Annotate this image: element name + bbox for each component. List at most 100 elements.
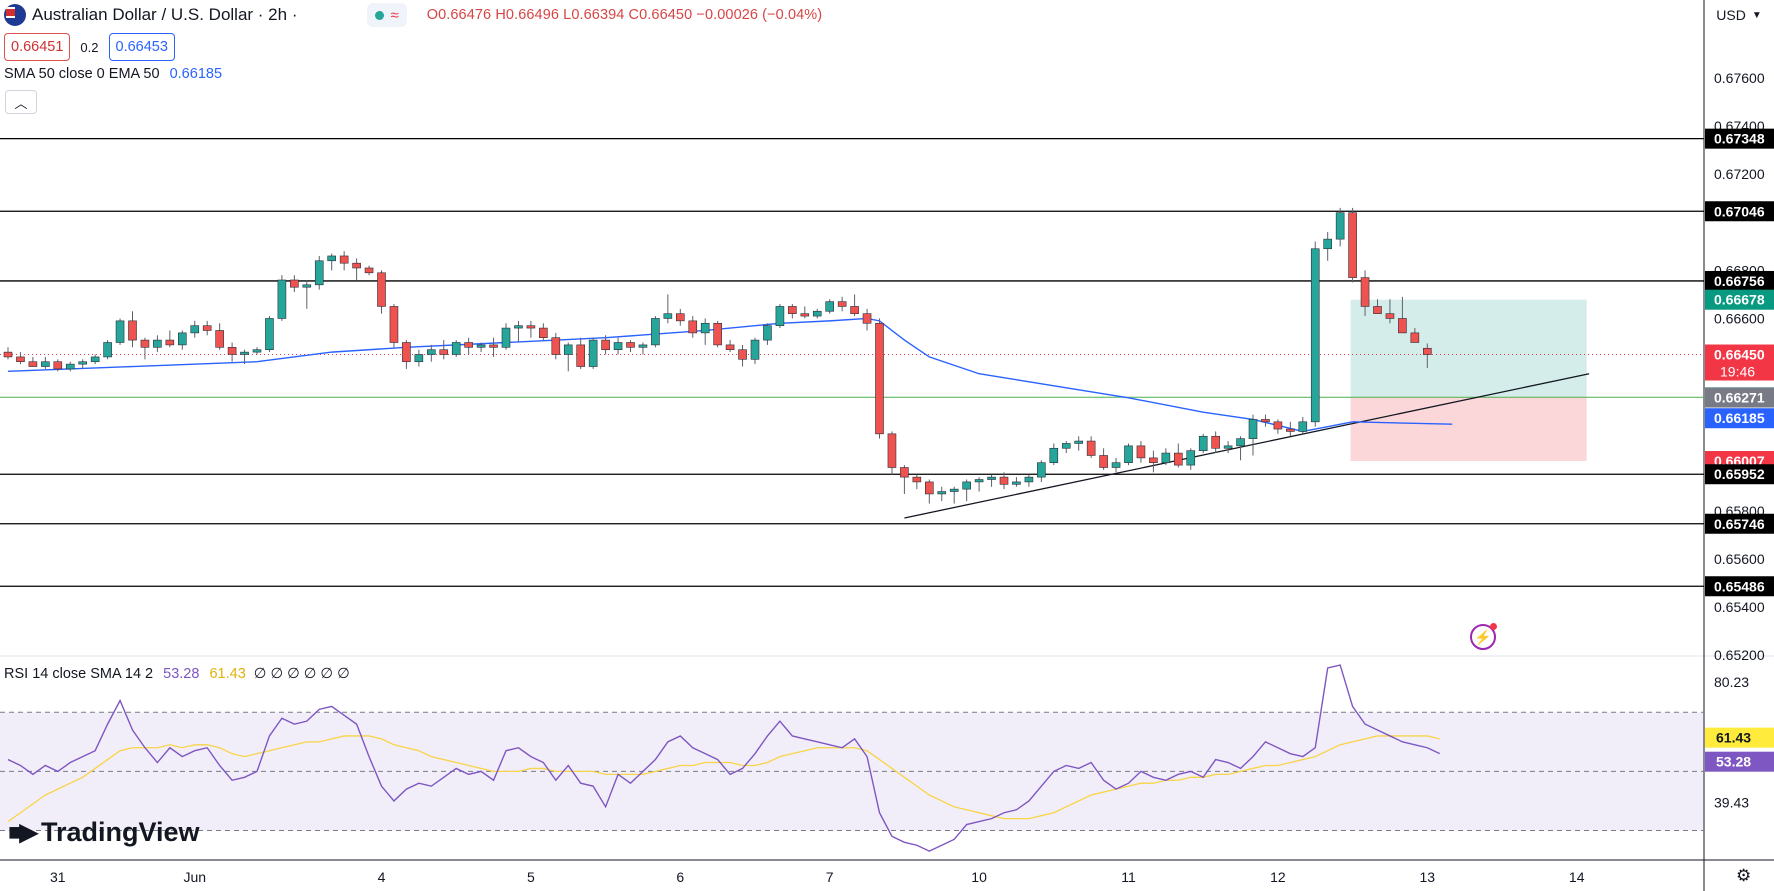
candle-body <box>103 342 112 358</box>
candle-body <box>1410 332 1420 343</box>
currency-selector[interactable]: USD ▼ <box>1712 2 1766 28</box>
market-status[interactable]: ≈ <box>367 3 407 27</box>
candle-body <box>202 325 212 331</box>
candle <box>165 330 175 348</box>
candle-body <box>937 491 947 495</box>
candle <box>1223 441 1233 454</box>
lightning-alert-icon[interactable]: ⚡ <box>1470 623 1497 650</box>
candle <box>78 359 87 369</box>
candle <box>1323 231 1332 261</box>
price-level-tag <box>1705 513 1774 534</box>
time-tick-label: 14 <box>1569 869 1585 885</box>
candle <box>924 479 934 504</box>
candle <box>339 251 349 271</box>
candle <box>651 316 660 348</box>
tradingview-logo[interactable]: ■▶ TradingView <box>8 817 200 848</box>
time-tick-label: 4 <box>378 869 386 885</box>
candle-body <box>862 313 872 324</box>
candle <box>987 474 996 487</box>
candle-body <box>1124 445 1133 463</box>
time-tick-label: 11 <box>1121 869 1136 885</box>
candle <box>1410 328 1420 343</box>
candle-body <box>775 306 785 326</box>
candle <box>402 340 411 369</box>
rsi-label: RSI 14 close SMA 14 2 <box>4 666 154 682</box>
collapse-legend-button[interactable]: ︿ <box>5 90 37 114</box>
candle-body <box>439 349 449 355</box>
candle <box>352 258 361 280</box>
candle-body <box>65 363 75 370</box>
candle <box>65 361 75 372</box>
candle-body <box>601 339 610 351</box>
sell-button[interactable]: 0.66451 <box>4 33 71 61</box>
candle <box>1360 270 1370 317</box>
candle-body <box>663 313 673 319</box>
spread-value: 0.2 <box>80 39 99 55</box>
rsi-tag <box>1705 751 1774 772</box>
price-tick-label: 0.67600 <box>1714 70 1765 86</box>
candle <box>750 337 760 365</box>
candle <box>675 308 685 326</box>
candle-body <box>78 361 87 365</box>
candle-body <box>1012 481 1021 485</box>
candle <box>1298 417 1308 434</box>
price-level-tag <box>1705 128 1774 149</box>
time-tick-label: 7 <box>826 869 834 885</box>
candle-body <box>1273 421 1283 430</box>
candle <box>464 337 473 355</box>
candle-body <box>1037 462 1046 478</box>
candle <box>90 354 100 365</box>
candle-body <box>215 330 224 348</box>
candle <box>539 323 548 341</box>
sma-legend[interactable]: SMA 50 close 0 EMA 50 0.66185 <box>4 66 222 82</box>
candle <box>626 340 635 353</box>
candle-body <box>999 476 1009 485</box>
candle-body <box>1385 313 1395 319</box>
price-level-tag <box>1705 344 1774 381</box>
price-level-label: 0.67046 <box>1714 203 1765 219</box>
time-tick-label: 31 <box>50 869 66 885</box>
buy-button[interactable]: 0.66453 <box>108 33 175 61</box>
price-level-label: 0.65486 <box>1714 578 1765 594</box>
candle <box>962 479 971 502</box>
candle <box>265 316 274 353</box>
gear-icon[interactable]: ⚙ <box>1736 866 1752 885</box>
candle-body <box>875 322 884 435</box>
candle-body <box>1086 440 1096 456</box>
price-level-tag <box>1705 408 1774 429</box>
candle <box>588 337 598 369</box>
candle <box>128 311 137 348</box>
candle <box>1161 448 1171 466</box>
candle-body <box>1398 318 1407 334</box>
ohlc-values: O0.66476 H0.66496 L0.66394 C0.66450 −0.0… <box>426 7 823 23</box>
candle-body <box>700 322 710 334</box>
candle-body <box>1111 462 1121 468</box>
time-tick-label: 5 <box>527 869 535 885</box>
candle-body <box>1024 476 1034 483</box>
candle-body <box>887 433 897 468</box>
candle <box>713 320 722 348</box>
candle <box>153 335 162 353</box>
candle-body <box>1149 457 1158 463</box>
candle <box>327 253 337 271</box>
candle <box>875 318 884 439</box>
candle-body <box>750 339 760 360</box>
candle-body <box>1198 435 1208 451</box>
position-stop-zone <box>1350 397 1587 462</box>
candle-body <box>1223 445 1233 449</box>
candle <box>974 477 984 492</box>
candle-body <box>90 356 100 363</box>
candle-body <box>763 325 772 341</box>
candle-body <box>501 327 511 348</box>
candle <box>1385 299 1395 324</box>
candle <box>700 318 710 345</box>
candle-body <box>1136 445 1146 459</box>
candle-body <box>227 347 237 355</box>
rsi-legend[interactable]: RSI 14 close SMA 14 2 53.28 61.43 ∅ ∅ ∅ … <box>4 666 350 682</box>
candle <box>1061 441 1071 454</box>
candle-body <box>900 467 909 478</box>
candle <box>240 349 249 365</box>
time-tick-label: Jun <box>183 869 206 885</box>
symbol-title[interactable]: Australian Dollar / U.S. Dollar · 2h · <box>32 5 298 24</box>
